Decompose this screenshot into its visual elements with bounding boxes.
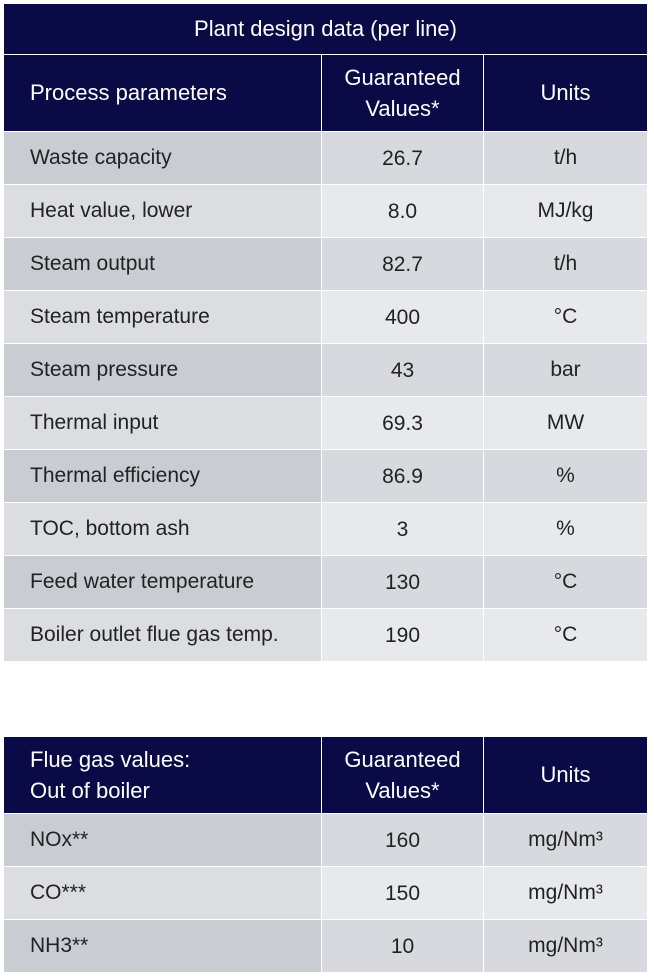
param-cell: Thermal input (4, 397, 321, 449)
param-cell: Boiler outlet flue gas temp. (4, 609, 321, 661)
header-units: Units (483, 737, 647, 813)
table-row: Steam output 82.7 t/h (4, 238, 647, 290)
table-row: Thermal input 69.3 MW (4, 397, 647, 449)
table-row: TOC, bottom ash 3% (4, 503, 647, 555)
param-cell: NH3** (4, 920, 321, 972)
unit-cell: bar (483, 344, 647, 396)
value-cell: 43 (321, 344, 483, 396)
value-cell: 400 (321, 291, 483, 343)
param-cell: Feed water temperature (4, 556, 321, 608)
unit-cell: °C (483, 291, 647, 343)
unit-cell: °C (483, 556, 647, 608)
table-row: NH3** 10 mg/Nm³ (4, 920, 647, 972)
table-row: NOx** 160 mg/Nm³ (4, 814, 647, 866)
param-cell: Steam temperature (4, 291, 321, 343)
table-row: Feed water temperature 130 °C (4, 556, 647, 608)
header-line-1: Flue gas values: (30, 747, 191, 772)
unit-cell: °C (483, 609, 647, 661)
table-row: Steam pressure 43 bar (4, 344, 647, 396)
param-cell: Thermal efficiency (4, 450, 321, 502)
table-row: Thermal efficiency 86.9% (4, 450, 647, 502)
value-cell: 10 (321, 920, 483, 972)
param-cell: Heat value, lower (4, 185, 321, 237)
table-row: Boiler outlet flue gas temp. 190 °C (4, 609, 647, 661)
table-title: Plant design data (per line) (4, 4, 647, 54)
table-row: Heat value, lower 8.0 MJ/kg (4, 185, 647, 237)
unit-cell: mg/Nm³ (483, 920, 647, 972)
value-cell: 26.7 (321, 132, 483, 184)
flue-gas-table: Flue gas values: Out of boiler Guarantee… (4, 737, 647, 972)
header-process-parameters: Process parameters (30, 80, 227, 105)
table-row: Steam temperature 400 °C (4, 291, 647, 343)
unit-cell: t/h (483, 238, 647, 290)
param-cell: Steam output (4, 238, 321, 290)
header-guaranteed-values: Guaranteed Values* (321, 55, 483, 131)
value-cell: 3 (321, 503, 483, 555)
table-row: Waste capacity 26.7 t/h (4, 132, 647, 184)
param-cell: Steam pressure (4, 344, 321, 396)
unit-cell: t/h (483, 132, 647, 184)
table-row: CO*** 150 mg/Nm³ (4, 867, 647, 919)
value-cell: 86.9 (321, 450, 483, 502)
unit-cell: mg/Nm³ (483, 867, 647, 919)
param-cell: CO*** (4, 867, 321, 919)
param-cell: Waste capacity (4, 132, 321, 184)
unit-cell: MJ/kg (483, 185, 647, 237)
value-cell: 82.7 (321, 238, 483, 290)
header-units: Units (483, 55, 647, 131)
value-cell: 160 (321, 814, 483, 866)
unit-cell: MW (483, 397, 647, 449)
table-header-row: Process parameters Guaranteed Values* Un… (4, 55, 647, 131)
header-line-2: Out of boiler (30, 778, 150, 803)
header-flue-gas-values: Flue gas values: Out of boiler (4, 737, 321, 813)
header-guaranteed-values: Guaranteed Values* (321, 737, 483, 813)
value-cell: 150 (321, 867, 483, 919)
param-cell: TOC, bottom ash (4, 503, 321, 555)
value-cell: 130 (321, 556, 483, 608)
unit-cell: mg/Nm³ (483, 814, 647, 866)
unit-cell: % (483, 503, 647, 555)
param-cell: NOx** (4, 814, 321, 866)
value-cell: 8.0 (321, 185, 483, 237)
value-cell: 190 (321, 609, 483, 661)
table-header-row: Flue gas values: Out of boiler Guarantee… (4, 737, 647, 813)
unit-cell: % (483, 450, 647, 502)
plant-design-table: Plant design data (per line) Process par… (4, 4, 647, 661)
value-cell: 69.3 (321, 397, 483, 449)
